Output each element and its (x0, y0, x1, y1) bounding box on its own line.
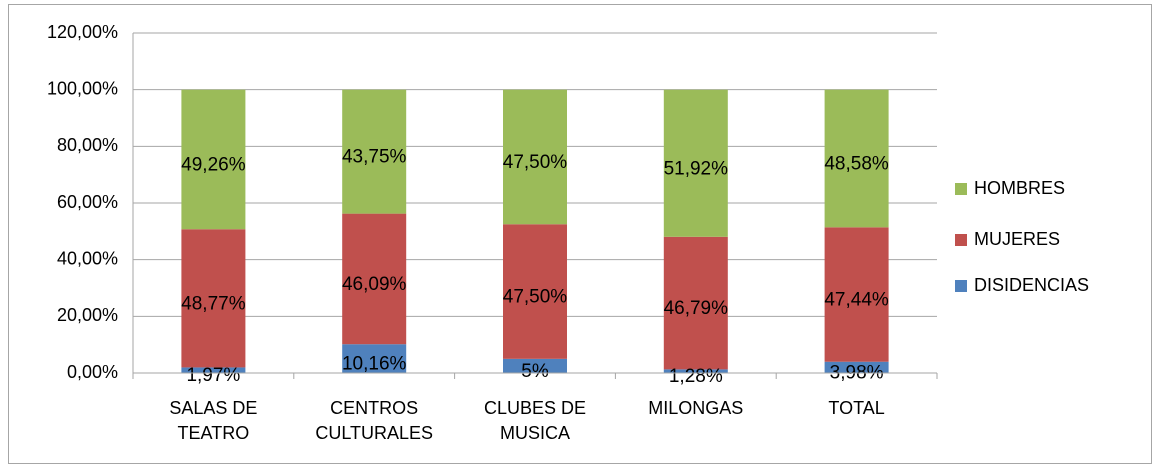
value-label: 47,50% (503, 152, 568, 173)
value-label: 5% (521, 361, 549, 382)
value-label: 43,75% (342, 147, 407, 168)
bar-segment (181, 367, 246, 373)
legend-swatch (955, 234, 967, 246)
x-tick-label: SALAS DE TEATRO (169, 398, 258, 443)
value-label: 51,92% (664, 158, 729, 179)
value-label: 46,79% (664, 298, 729, 319)
x-tick-label: CENTROS CULTURALES (315, 398, 434, 443)
bar-segment (181, 89, 246, 230)
value-label: 10,16% (342, 354, 407, 375)
value-label: 48,77% (181, 293, 246, 314)
bar-segment (663, 236, 728, 370)
legend-label: DISIDENCIAS (974, 275, 1089, 295)
legend-label: MUJERES (974, 229, 1060, 249)
value-label: 47,50% (503, 287, 568, 308)
y-tick-label: 20,00% (57, 305, 118, 325)
bar-segment (503, 358, 567, 373)
y-tick-label: 60,00% (57, 192, 118, 212)
bar-segment (181, 229, 246, 368)
bar-segment (503, 224, 567, 359)
y-tick-label: 80,00% (57, 135, 118, 155)
bar-segment (663, 369, 728, 373)
value-label: 1,28% (669, 366, 723, 387)
legend-swatch (955, 183, 967, 195)
value-label: 48,58% (824, 154, 889, 175)
legend-label: HOMBRES (974, 178, 1065, 198)
bar-segment (342, 213, 407, 345)
y-tick-label: 120,00% (47, 22, 118, 42)
value-label: 46,09% (342, 274, 407, 295)
bar-segment (824, 361, 889, 373)
value-label: 47,44% (824, 290, 889, 311)
bar-segment (824, 89, 889, 228)
legend-swatch (955, 280, 967, 292)
y-tick-label: 40,00% (57, 248, 118, 268)
x-tick-label: TOTAL (828, 398, 885, 418)
bar-segment (663, 89, 728, 237)
bar-segment (503, 89, 567, 225)
x-tick-label: CLUBES DE MUSICA (483, 398, 587, 443)
y-tick-label: 0,00% (67, 362, 118, 382)
value-label: 1,97% (186, 365, 240, 386)
bar-segment (824, 227, 889, 362)
y-tick-label: 100,00% (47, 78, 118, 98)
value-label: 49,26% (181, 154, 246, 175)
bar-segment (342, 89, 407, 214)
bar-segment (342, 344, 407, 373)
x-tick-label: MILONGAS (648, 398, 744, 418)
